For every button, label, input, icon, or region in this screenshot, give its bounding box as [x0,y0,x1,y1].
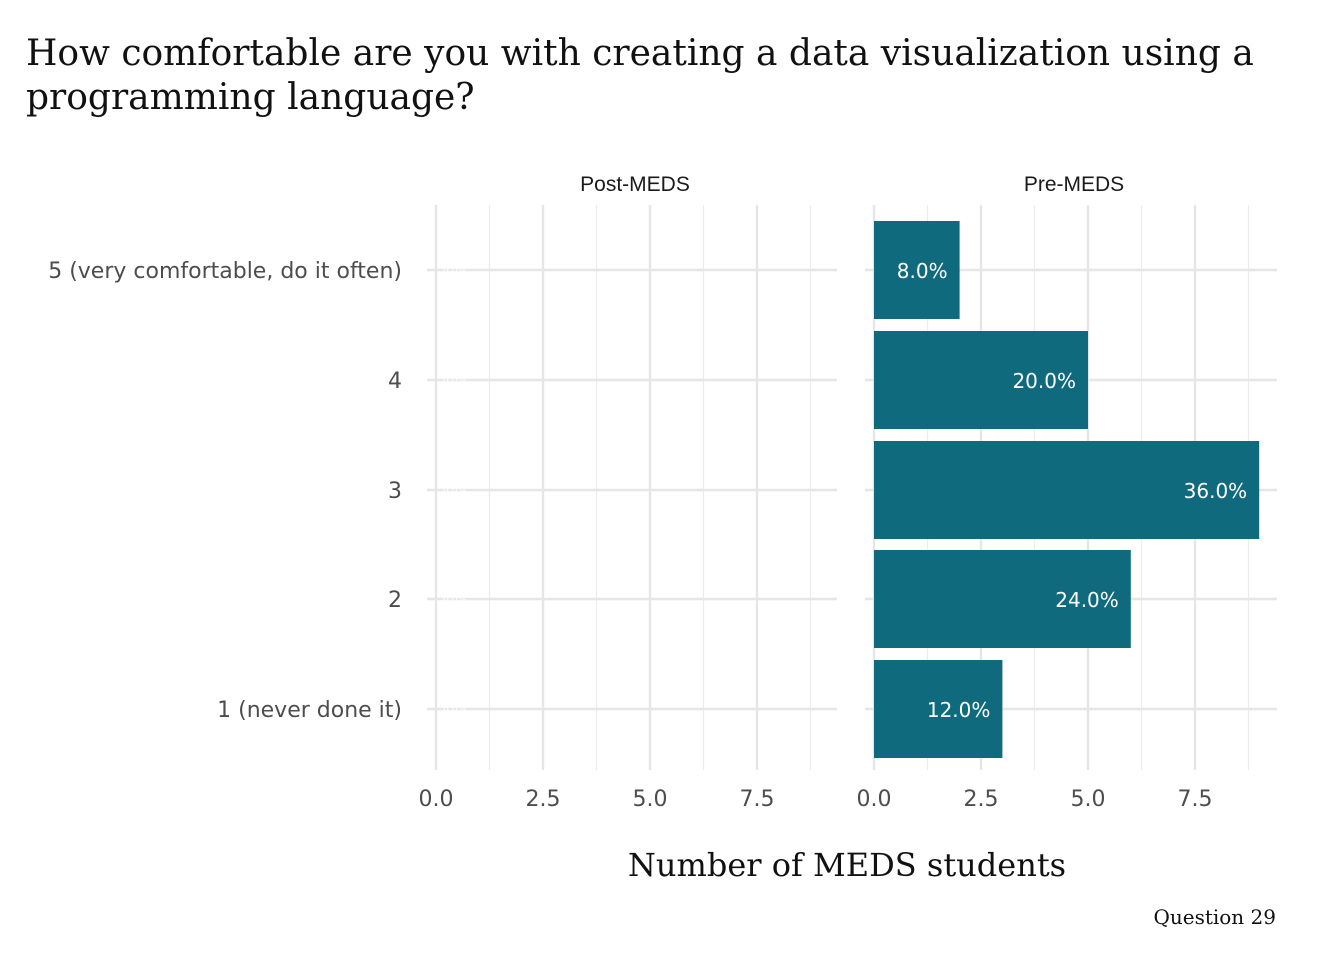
y-category-label: 2 [388,588,402,613]
bar-label: 0.0% [443,486,466,496]
bar [874,331,1088,429]
bar-label: 36.0% [1184,479,1248,503]
y-category-label: 4 [388,369,402,394]
x-tick-label: 5.0 [633,787,668,812]
x-tick-label: 0.0 [857,787,892,812]
y-category-label: 3 [388,479,402,504]
x-tick-label: 7.5 [1178,787,1213,812]
x-tick-label: 2.5 [526,787,561,812]
x-tick-label: 5.0 [1071,787,1106,812]
bar-label: 12.0% [927,698,991,722]
bar [874,660,1003,758]
bar [874,441,1260,539]
chart-caption: Question 29 [1153,905,1276,929]
x-axis-title: Number of MEDS students [628,846,1066,884]
facet-label: Post-MEDS [580,173,690,196]
bar-label: 8.0% [897,259,948,283]
bar [874,550,1131,648]
bar-label: 0.0% [443,266,466,276]
y-category-label: 5 (very comfortable, do it often) [48,259,402,284]
x-tick-label: 2.5 [964,787,999,812]
facet-label: Pre-MEDS [1024,173,1124,196]
bar-label: 24.0% [1055,588,1119,612]
bar-label: 0.0% [443,595,466,605]
y-category-label: 1 (never done it) [217,698,402,723]
chart-title: How comfortable are you with creating a … [26,33,1254,118]
bar-label: 0.0% [443,376,466,386]
x-tick-label: 0.0 [419,787,454,812]
x-tick-label: 7.5 [740,787,775,812]
bar-label: 0.0% [443,705,466,715]
bar-label: 20.0% [1012,369,1076,393]
bar [874,221,960,319]
